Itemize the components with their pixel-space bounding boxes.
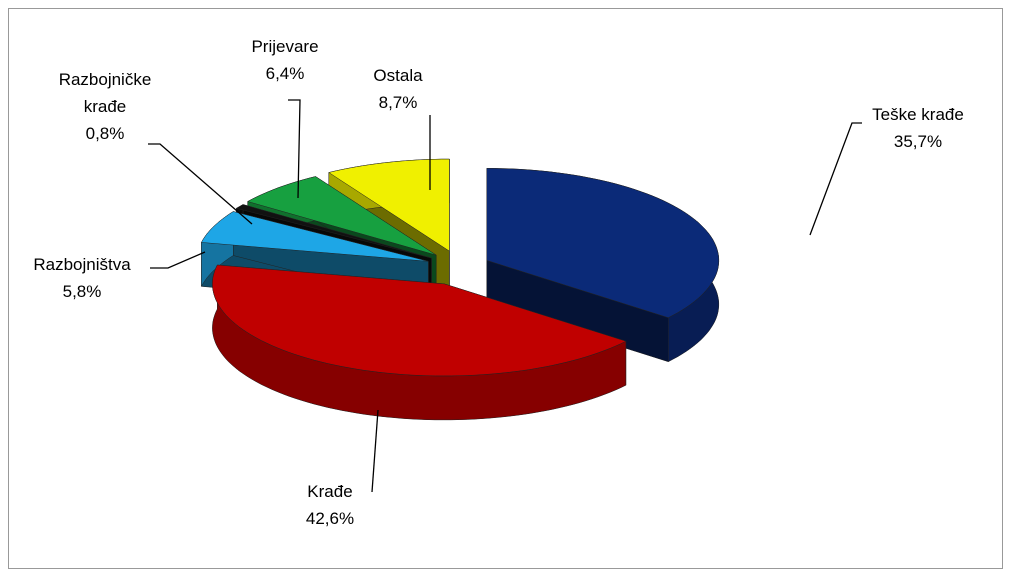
slice-label: Razbojništva 5,8% — [33, 255, 131, 301]
slice-label: Razbojničke krađe 0,8% — [58, 70, 152, 143]
slice-top — [200, 211, 429, 262]
leader-line — [288, 99, 301, 199]
pie — [200, 158, 720, 421]
slice-label: Ostala 8,7% — [373, 66, 423, 112]
slice-label: Teške krađe 35,7% — [872, 105, 964, 151]
slice-label: Prijevare 6,4% — [251, 37, 319, 83]
slice-label: Krađe 42,6% — [305, 482, 355, 528]
slice-top — [247, 176, 437, 256]
leader-line — [150, 251, 206, 269]
leader-line — [371, 409, 379, 493]
leader-line — [148, 143, 253, 225]
slice-top — [235, 204, 432, 259]
slice-top — [328, 158, 450, 252]
leader-line — [809, 122, 862, 236]
slice-top — [212, 264, 627, 377]
slice-top — [486, 168, 720, 318]
